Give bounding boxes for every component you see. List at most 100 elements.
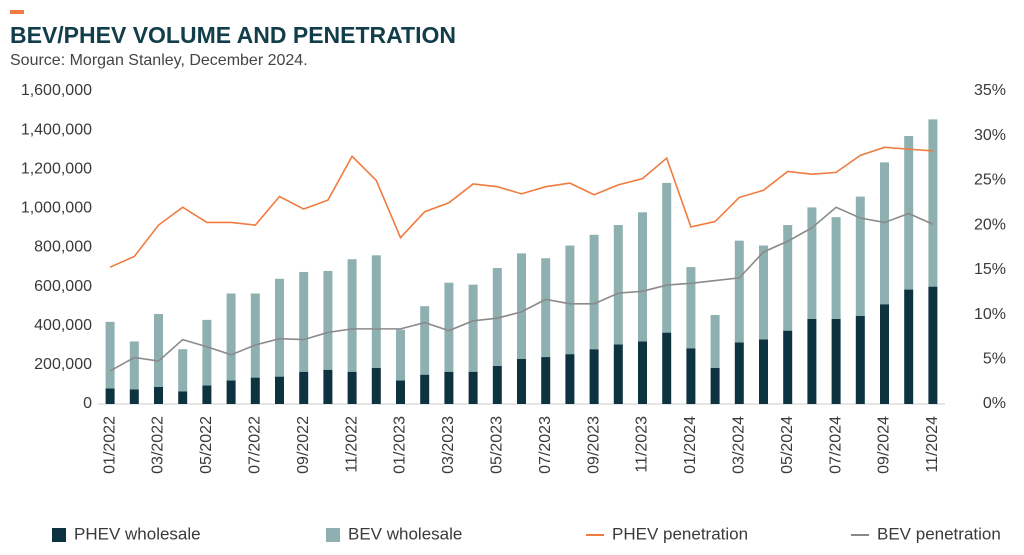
bar (517, 359, 526, 404)
bar (396, 380, 405, 404)
y2-tick-label: 15% (974, 261, 1006, 278)
x-tick-label: 03/2024 (731, 416, 748, 474)
x-tick-label: 01/2023 (392, 416, 409, 474)
x-tick-label: 09/2023 (585, 416, 602, 474)
chart-subtitle: Source: Morgan Stanley, December 2024. (10, 52, 308, 69)
bar (686, 267, 696, 349)
bar (638, 341, 647, 404)
bar (710, 367, 720, 404)
y-tick-label: 600,000 (34, 278, 92, 295)
y2-tick-label: 20% (974, 216, 1006, 233)
bar (855, 196, 865, 316)
x-tick-label: 01/2024 (682, 416, 699, 474)
bar (178, 349, 188, 392)
x-tick-label: 07/2024 (827, 416, 844, 474)
bar (202, 319, 212, 386)
bar (226, 380, 236, 404)
bar (129, 341, 139, 390)
bar (880, 162, 889, 305)
y2-tick-label: 5% (983, 351, 1006, 368)
bar (420, 306, 430, 375)
bar (323, 369, 333, 404)
bar (807, 318, 817, 404)
chart-title: BEV/PHEV VOLUME AND PENETRATION (10, 22, 456, 48)
bar (468, 284, 478, 372)
legend-label: PHEV penetration (612, 524, 748, 543)
bar (275, 278, 284, 377)
x-tick-label: 11/2022 (343, 416, 360, 473)
bar (783, 330, 793, 404)
bar (323, 270, 333, 370)
bar (492, 365, 502, 404)
bar (105, 388, 115, 404)
y-tick-label: 1,000,000 (21, 200, 92, 217)
y-tick-label: 1,200,000 (21, 160, 92, 177)
y2-tick-label: 35% (974, 82, 1006, 99)
bar (565, 354, 575, 404)
bar (831, 217, 841, 319)
bar (275, 376, 284, 404)
y-tick-label: 0 (83, 395, 92, 412)
bar (928, 286, 938, 404)
y2-tick-label: 30% (974, 127, 1006, 144)
bar (541, 258, 551, 358)
x-tick-label: 07/2023 (537, 416, 554, 474)
bar (638, 212, 647, 342)
bar (613, 344, 623, 404)
bar (178, 391, 188, 404)
bar (226, 293, 236, 381)
legend-label: PHEV wholesale (74, 524, 201, 543)
x-tick-label: 11/2024 (924, 416, 941, 473)
bar (613, 225, 623, 345)
x-tick-label: 01/2022 (101, 416, 118, 474)
bar (783, 225, 793, 331)
legend-swatch (326, 528, 340, 542)
bar (541, 357, 551, 404)
x-tick-label: 05/2022 (198, 416, 215, 474)
bar (468, 371, 478, 404)
bar (589, 349, 599, 404)
bar (686, 348, 696, 404)
bar (299, 271, 309, 372)
bar (492, 268, 502, 366)
title-accent (10, 10, 24, 14)
y-tick-label: 1,400,000 (21, 121, 92, 138)
legend-swatch (52, 528, 66, 542)
y-tick-label: 800,000 (34, 239, 92, 256)
bar (371, 367, 381, 404)
bar (396, 329, 405, 381)
bar (371, 255, 381, 368)
bar (880, 304, 889, 404)
x-tick-label: 05/2024 (779, 416, 796, 474)
bar (347, 259, 357, 372)
bar (517, 253, 526, 360)
bar (855, 315, 865, 404)
bar (129, 389, 139, 404)
x-tick-label: 11/2023 (634, 416, 651, 473)
bar (589, 234, 599, 350)
bar (662, 332, 672, 404)
bar (904, 289, 914, 404)
bar (444, 282, 454, 372)
bar (105, 321, 115, 389)
x-tick-label: 09/2024 (876, 416, 893, 474)
y-tick-label: 400,000 (34, 317, 92, 334)
x-tick-label: 03/2022 (150, 416, 167, 474)
x-tick-label: 05/2023 (489, 416, 506, 474)
bar (734, 342, 744, 404)
bar (250, 293, 260, 378)
x-tick-label: 03/2023 (440, 416, 457, 474)
bar (710, 314, 720, 368)
y-tick-label: 1,600,000 (21, 82, 92, 99)
bar (299, 371, 309, 404)
x-tick-label: 07/2022 (247, 416, 264, 474)
bar (662, 182, 672, 333)
bar (444, 371, 454, 404)
bar (202, 385, 212, 404)
bar (759, 245, 768, 340)
bar (565, 245, 575, 355)
bar (420, 374, 430, 404)
bar (759, 339, 768, 404)
